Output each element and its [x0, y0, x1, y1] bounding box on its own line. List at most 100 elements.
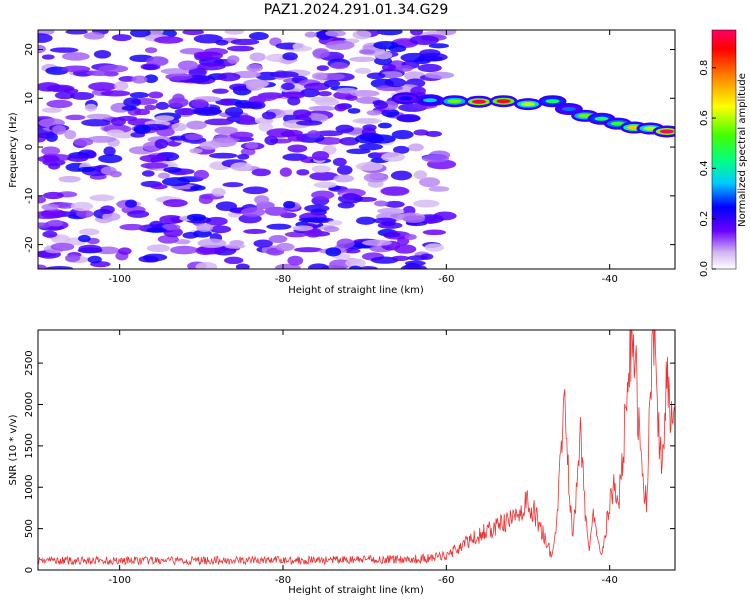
heatmap-cell [150, 183, 168, 190]
heatmap-cell [293, 247, 323, 253]
heatmap-cell [376, 30, 403, 36]
heatmap-cell [345, 258, 366, 268]
heatmap-cell [394, 244, 417, 254]
heatmap-cell [347, 108, 361, 114]
heatmap-cell [47, 219, 64, 227]
heatmap-cell [131, 75, 148, 84]
colorbar-label: Normalized spectral amplitude [737, 73, 748, 227]
top-axes: -100 -80 -60 -40 20 10 0 -10 -20 [24, 30, 675, 285]
heatmap-cell [83, 32, 105, 40]
heatmap-cell [300, 88, 320, 98]
heatmap-cell [419, 49, 441, 58]
heatmap-cell [377, 122, 392, 129]
heatmap-cell [148, 91, 164, 99]
top-plot-frame [37, 29, 676, 270]
heatmap-cell [42, 191, 64, 200]
heatmap-cell [146, 227, 167, 233]
heatmap-cell [337, 201, 355, 209]
heatmap-cell [84, 103, 98, 112]
heatmap-cell [193, 34, 223, 44]
top-y-axis-label: Frequency (Hz) [8, 112, 19, 188]
bottom-y-tick-label: 2000 [24, 392, 35, 417]
heatmap-cell [296, 169, 310, 176]
heatmap-cell [142, 64, 158, 70]
heatmap-cell [227, 45, 255, 52]
heatmap-cell [78, 244, 102, 253]
heatmap-cell [287, 255, 304, 266]
bottom-axes: -100 -80 -60 -40 0 500 1000 1500 2000 2500 [24, 330, 675, 586]
heatmap-cell [246, 64, 263, 72]
heatmap-cell [98, 154, 123, 164]
heatmap-cell [87, 255, 102, 264]
heatmap-cell [160, 68, 189, 75]
heatmap-cell [127, 210, 150, 218]
heatmap-cell [249, 52, 266, 62]
heatmap-cell [312, 72, 328, 81]
heatmap-cell [240, 148, 256, 156]
heatmap-cell [283, 200, 296, 209]
heatmap-cell [381, 152, 406, 162]
heatmap-cell [384, 77, 407, 88]
colorbar-tick-label: 0.4 [699, 160, 710, 176]
heatmap-cell [240, 207, 266, 217]
heatmap-cell [212, 88, 229, 94]
heatmap-cell [266, 223, 292, 230]
heatmap-cell [298, 217, 329, 223]
heatmap-cell [141, 170, 155, 177]
heatmap-cell [58, 175, 81, 183]
heatmap-cell [38, 132, 55, 139]
heatmap-cell [209, 225, 232, 234]
heatmap-cell [154, 138, 169, 149]
heatmap-cell [312, 48, 330, 59]
heatmap-cell [413, 170, 428, 180]
heatmap-cell [41, 146, 61, 156]
heatmap-cell [155, 101, 170, 110]
heatmap-cell [313, 181, 337, 189]
heatmap-cell [380, 186, 410, 196]
top-y-tick-label: 20 [24, 43, 35, 56]
heatmap-cell [344, 94, 358, 101]
heatmap-cell [336, 87, 357, 94]
heatmap-cell [139, 154, 168, 163]
heatmap-cell [154, 115, 175, 122]
heatmap-cell [157, 172, 171, 179]
heatmap-cell [343, 248, 361, 254]
heatmap-cell [61, 52, 90, 61]
ridge-core [659, 129, 674, 134]
heatmap-cell [382, 232, 401, 238]
heatmap-cell [38, 44, 46, 54]
heatmap-cell [215, 201, 238, 212]
heatmap-cell [350, 89, 380, 97]
ridge-core [610, 121, 625, 126]
heatmap-cell [170, 245, 199, 255]
heatmap-cell [416, 55, 444, 62]
heatmap-cell [402, 215, 426, 223]
heatmap-cell [193, 229, 212, 238]
heatmap-cell [235, 263, 250, 269]
bottom-x-axis-label: Height of straight line (km) [288, 585, 424, 596]
heatmap-cell [339, 137, 360, 146]
heatmap-cell [208, 152, 238, 159]
heatmap-cell [349, 56, 376, 62]
heatmap-cell [42, 230, 58, 238]
heatmap-cell [374, 200, 389, 207]
heatmap-cell [81, 118, 111, 127]
snr-series [38, 330, 675, 566]
heatmap-cell [159, 214, 184, 224]
heatmap-cell [133, 124, 151, 135]
top-y-tick-label: 10 [24, 92, 35, 105]
heatmap-cell [279, 167, 292, 177]
heatmap-cell [197, 238, 227, 248]
heatmap-cell [112, 34, 132, 42]
heatmap-cell [196, 223, 214, 232]
heatmap-cell [358, 265, 379, 269]
heatmap-cells [38, 30, 675, 269]
heatmap-cell [51, 234, 71, 244]
heatmap-cell [154, 36, 184, 44]
colorbar [711, 29, 737, 270]
heatmap-cell [182, 30, 204, 36]
top-y-tick-label: 0 [24, 144, 35, 150]
heatmap-cell [38, 264, 47, 269]
heatmap-cell [309, 171, 339, 181]
